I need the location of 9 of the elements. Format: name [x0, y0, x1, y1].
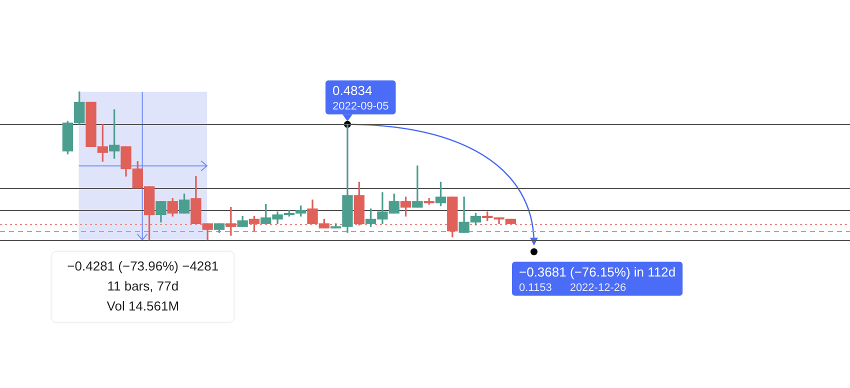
text: 2022-12-26	[570, 282, 626, 294]
annotation: 2022-09-05	[332, 100, 389, 112]
text: Vol 14.561M	[106, 298, 180, 314]
text: 11 bars, 77d	[107, 278, 179, 294]
candlestick	[412, 166, 423, 208]
annotation: 0.4834	[332, 82, 372, 98]
text: −0.4281 (−73.96%) −4281	[67, 258, 219, 274]
text: 0.1153	[518, 282, 552, 294]
text: −0.3681 (−76.15%) in 112d	[518, 264, 676, 280]
